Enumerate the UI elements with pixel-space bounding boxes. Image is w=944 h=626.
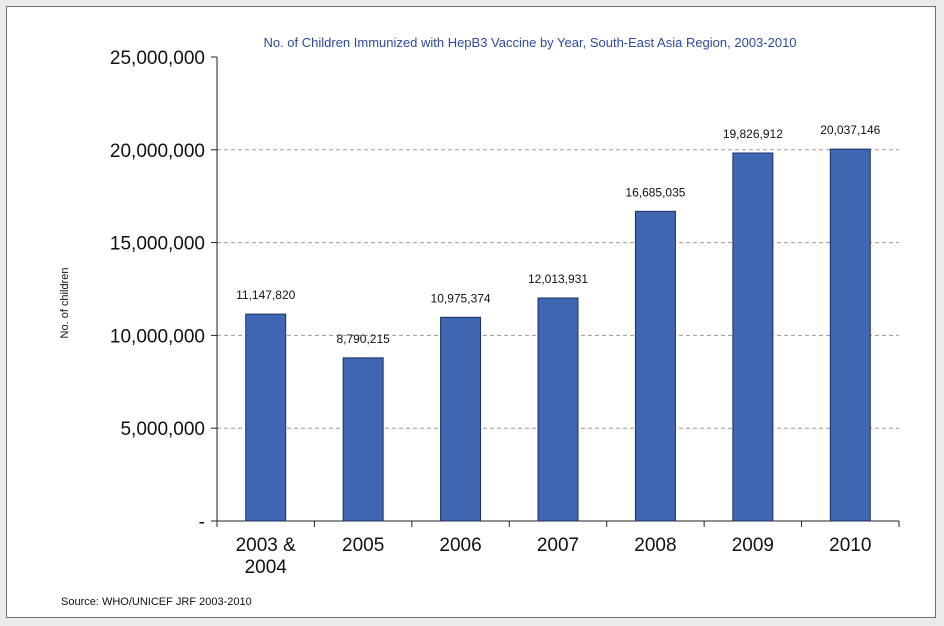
bar [245, 313, 287, 522]
data-labels: 11,147,820 8,790,215 10,975,374 12,013,931 1… [236, 123, 881, 346]
y-tick-label: - [199, 512, 205, 533]
y-tick-label: 15,000,000 [110, 234, 205, 255]
bar-chart: No. of Children Immunized with HepB3 Vac… [59, 35, 900, 608]
bar [440, 316, 482, 522]
x-tick-label: 2005 [342, 535, 384, 556]
chart-title: No. of Children Immunized with HepB3 Vac… [263, 35, 796, 50]
data-label: 19,826,912 [723, 127, 783, 141]
x-tick-label-line: 2005 [342, 535, 384, 556]
y-tick-label: 5,000,000 [120, 419, 205, 440]
x-tick-label: 2008 [634, 535, 676, 556]
y-tick-label: 10,000,000 [110, 326, 205, 347]
x-tick-label-line: 2007 [537, 535, 579, 556]
x-tick-label-line: 2009 [732, 535, 774, 556]
gridlines [217, 149, 899, 429]
x-tick-label-line: 2010 [829, 535, 871, 556]
data-label: 20,037,146 [820, 123, 880, 137]
x-tick-label: 2007 [537, 535, 579, 556]
chart-frame: No. of Children Immunized with HepB3 Vac… [6, 6, 936, 618]
source-note: Source: WHO/UNICEF JRF 2003-2010 [61, 596, 252, 608]
x-tick-label-line: 2006 [439, 535, 481, 556]
y-tick-label: 25,000,000 [110, 48, 205, 69]
bar [537, 297, 579, 522]
data-label: 11,147,820 [236, 288, 295, 302]
data-label: 12,013,931 [528, 272, 588, 286]
x-tick-label: 2003 & 2004 [236, 535, 297, 578]
x-tick-label: 2006 [439, 535, 481, 556]
y-tick-label: 20,000,000 [110, 141, 205, 162]
bar [732, 152, 774, 522]
bar [829, 148, 871, 522]
x-tick-label-line: 2008 [634, 535, 676, 556]
data-label: 8,790,215 [336, 332, 390, 346]
x-tick-label: 2009 [732, 535, 774, 556]
x-tick-label: 2010 [829, 535, 871, 556]
data-label: 10,975,374 [431, 291, 491, 305]
y-axis-label: No. of children [59, 268, 71, 339]
data-label: 16,685,035 [625, 185, 685, 199]
y-tick-labels: - 5,000,000 10,000,000 15,000,000 20,000,000… [110, 48, 205, 533]
bars [245, 148, 871, 522]
x-tick-labels: 2003 & 2004 2005 2006 2007 2008 2009 2010 [236, 535, 872, 578]
x-tick-label-line: 2003 & [236, 535, 297, 556]
bar [342, 357, 384, 522]
bar [634, 210, 676, 522]
x-tick-label-line: 2004 [245, 557, 288, 578]
